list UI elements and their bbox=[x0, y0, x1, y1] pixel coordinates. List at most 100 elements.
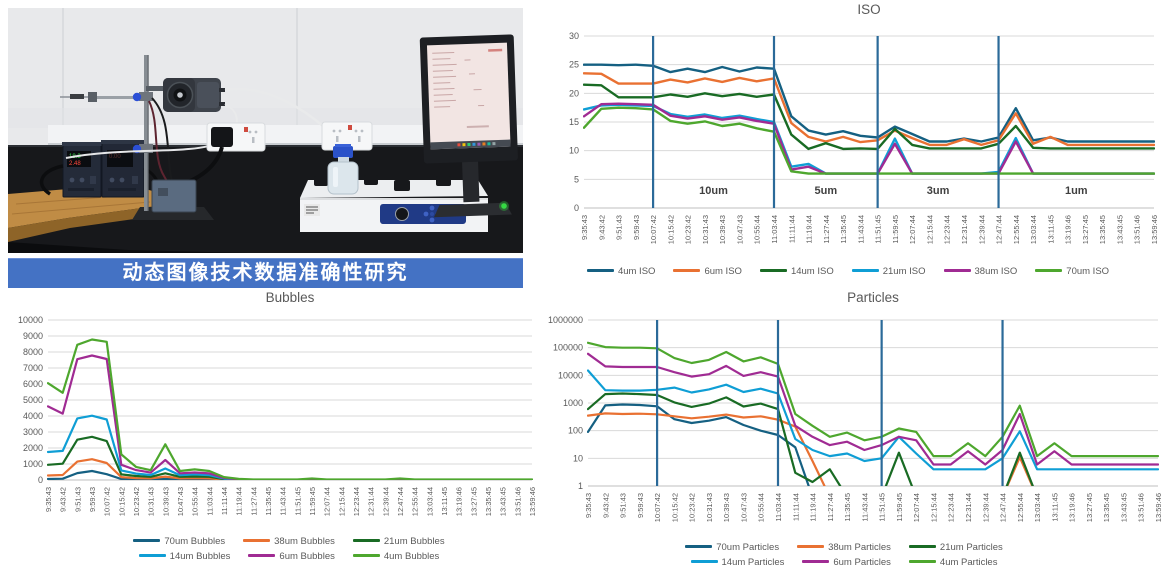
series-line-70um-iso bbox=[583, 106, 1155, 175]
chart-title: ISO bbox=[857, 2, 881, 17]
x-tick-label: 10:55:44 bbox=[191, 487, 200, 516]
legend-label: 21um Bubbles bbox=[383, 536, 445, 547]
x-tick-label: 9:59:43 bbox=[636, 493, 645, 518]
peristaltic-pump bbox=[146, 78, 225, 112]
bottle-cap bbox=[333, 146, 353, 158]
legend-label: 6um Particles bbox=[833, 557, 891, 568]
x-tick-label: 11:35:45 bbox=[843, 493, 852, 522]
plug bbox=[211, 127, 233, 147]
wood-grain bbox=[11, 201, 151, 215]
lab-photo: 18.3 2.48 0.00 bbox=[8, 8, 523, 253]
x-tick-label: 10:07:42 bbox=[103, 487, 112, 516]
monitor-base bbox=[433, 202, 512, 218]
legend-item: 4um Bubbles bbox=[352, 549, 439, 564]
series-line-4um-particles bbox=[587, 341, 1159, 458]
x-tick-label: 12:39:44 bbox=[977, 215, 986, 244]
x-tick-label: 11:59:45 bbox=[895, 493, 904, 522]
control-knob bbox=[395, 207, 409, 221]
legend-item: 6um Bubbles bbox=[248, 549, 335, 564]
y-tick-label: 6000 bbox=[23, 379, 43, 389]
legend-swatch bbox=[908, 559, 936, 564]
x-tick-label: 10:07:42 bbox=[649, 215, 658, 244]
x-tick-label: 13:35:45 bbox=[1098, 215, 1107, 244]
iso-legend: 4um ISO 6um ISO 14um ISO 21um ISO 38um ISO 70… bbox=[532, 262, 1164, 277]
y-tick-label: 10000 bbox=[18, 315, 43, 325]
x-tick-label: 12:47:44 bbox=[396, 487, 405, 516]
y-tick-label: 20 bbox=[569, 88, 579, 98]
power-supply-left: 18.3 2.48 bbox=[62, 142, 102, 198]
x-tick-label: 9:51:43 bbox=[615, 215, 624, 240]
y-tick-label: 0 bbox=[574, 203, 579, 213]
x-tick-label: 11:43:44 bbox=[279, 487, 288, 516]
x-tick-label: 12:31:44 bbox=[960, 215, 969, 244]
bottle-body bbox=[327, 161, 359, 195]
bosshead bbox=[139, 144, 153, 153]
legend-swatch bbox=[138, 553, 166, 558]
x-tick-label: 10:23:42 bbox=[688, 493, 697, 522]
x-tick-label: 11:11:44 bbox=[791, 493, 800, 521]
x-tick-label: 9:59:43 bbox=[632, 215, 641, 240]
legend-item: 14um Particles bbox=[690, 555, 784, 570]
legend-swatch bbox=[690, 559, 718, 564]
x-tick-label: 13:03:44 bbox=[425, 487, 434, 516]
x-tick-label: 11:27:44 bbox=[826, 493, 835, 522]
x-tick-label: 13:03:44 bbox=[1033, 493, 1042, 522]
region-label: 1um bbox=[1065, 185, 1088, 197]
x-tick-label: 10:47:43 bbox=[176, 487, 185, 516]
x-tick-label: 13:59:46 bbox=[528, 487, 537, 516]
x-tick-label: 9:35:43 bbox=[584, 493, 593, 518]
x-tick-label: 13:11:45 bbox=[440, 487, 449, 516]
legend-swatch bbox=[352, 538, 380, 543]
x-tick-label: 13:19:46 bbox=[1068, 493, 1077, 522]
taskbar-icons bbox=[457, 142, 496, 147]
x-tick-label: 10:39:43 bbox=[718, 215, 727, 244]
iso-plot: 0 5 10 15 20 25 30 9:35:43 9:43:42 9:51:43 9:59:43… bbox=[569, 31, 1159, 244]
legend-label: 70um Bubbles bbox=[164, 536, 226, 547]
x-tick-label: 13:27:45 bbox=[469, 487, 478, 516]
x-tick-label: 12:15:44 bbox=[337, 487, 346, 516]
x-tick-label: 12:23:44 bbox=[352, 487, 361, 516]
x-tick-label: 13:51:46 bbox=[513, 487, 522, 516]
x-tick-label: 11:11:44 bbox=[220, 487, 229, 515]
series-line-4um-iso bbox=[583, 63, 1155, 143]
x-tick-label: 12:55:44 bbox=[1012, 215, 1021, 244]
x-tick-label: 12:47:44 bbox=[999, 493, 1008, 522]
platform-clamp bbox=[394, 180, 410, 191]
y-tick-label: 100000 bbox=[553, 343, 583, 353]
particles-legend: 70um Particles 38um Particles 21um Particl… bbox=[524, 538, 1164, 568]
legend-label: 4um ISO bbox=[617, 266, 656, 277]
monitor-screen bbox=[426, 42, 511, 150]
x-tick-label: 10:39:43 bbox=[161, 487, 170, 516]
series-line-14um-iso bbox=[583, 83, 1155, 151]
x-tick-label: 11:19:44 bbox=[809, 493, 818, 522]
legend-label: 21um Particles bbox=[939, 542, 1003, 553]
x-tick-label: 10:39:43 bbox=[722, 493, 731, 522]
x-tick-label: 10:55:44 bbox=[753, 215, 762, 244]
bubbles-legend: 70um Bubbles 38um Bubbles 21um Bubbles 14um… bbox=[0, 532, 578, 562]
horizontal-rod bbox=[93, 96, 147, 99]
x-tick-label: 10:23:42 bbox=[132, 487, 141, 516]
series-line-6um-particles bbox=[587, 352, 1159, 466]
x-tick-label: 9:43:42 bbox=[601, 493, 610, 518]
platform-clamp bbox=[314, 176, 328, 186]
y-tick-label: 3000 bbox=[23, 427, 43, 437]
x-tick-label: 12:15:44 bbox=[929, 493, 938, 522]
legend-label: 38um ISO bbox=[974, 266, 1018, 277]
legend-swatch bbox=[352, 553, 380, 558]
particles-plot: 1 10 100 1000 10000 100000 1000000 9:35:43 9:43:… bbox=[548, 315, 1163, 522]
x-tick-label: 11:11:44 bbox=[787, 215, 796, 243]
particles-chart: Particles 1 10 100 1000 10000 100000 1000000 9:… bbox=[524, 290, 1164, 572]
legend-row: 70um Particles 38um Particles 21um Particl… bbox=[524, 538, 1164, 553]
region-label: 10um bbox=[699, 185, 728, 197]
wood-table-front bbox=[8, 206, 156, 242]
x-tick-label: 10:15:42 bbox=[117, 487, 126, 516]
y-tick-label: 0 bbox=[38, 475, 43, 485]
x-tick-label: 13:59:46 bbox=[1154, 493, 1163, 522]
legend-swatch bbox=[908, 544, 936, 549]
y-tick-label: 4000 bbox=[23, 411, 43, 421]
screen-text-lines bbox=[432, 51, 485, 108]
x-tick-label: 12:39:44 bbox=[981, 493, 990, 522]
x-tick-label: 10:47:43 bbox=[739, 493, 748, 522]
device-port bbox=[158, 188, 168, 196]
x-tick-label: 10:07:42 bbox=[653, 493, 662, 522]
